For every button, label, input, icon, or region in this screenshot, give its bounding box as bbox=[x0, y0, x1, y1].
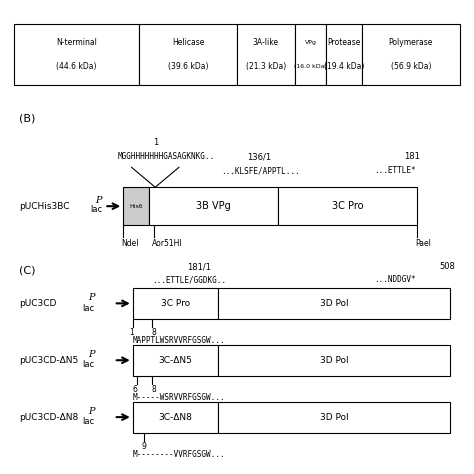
Text: N-terminal: N-terminal bbox=[56, 38, 97, 47]
Text: P: P bbox=[88, 407, 95, 416]
Text: 3D Pol: 3D Pol bbox=[320, 413, 349, 421]
Text: lac: lac bbox=[82, 361, 95, 369]
Text: PaeI: PaeI bbox=[415, 239, 430, 248]
FancyBboxPatch shape bbox=[219, 345, 450, 375]
Text: 3D Pol: 3D Pol bbox=[320, 356, 349, 365]
Text: 8: 8 bbox=[152, 328, 156, 337]
Text: 3B VPg: 3B VPg bbox=[196, 201, 231, 211]
Text: (44.6 kDa): (44.6 kDa) bbox=[56, 62, 97, 71]
Text: Aor51HI: Aor51HI bbox=[152, 239, 182, 248]
Text: pUC3CD-ΔN8: pUC3CD-ΔN8 bbox=[19, 413, 78, 421]
Text: 508: 508 bbox=[439, 263, 455, 271]
FancyBboxPatch shape bbox=[295, 24, 326, 85]
Text: 181/1: 181/1 bbox=[188, 263, 211, 271]
FancyBboxPatch shape bbox=[133, 345, 219, 375]
Text: 3C Pro: 3C Pro bbox=[332, 201, 363, 211]
Text: 136/1: 136/1 bbox=[247, 152, 271, 161]
Text: Protease: Protease bbox=[327, 38, 361, 47]
Text: pUC3CD-ΔN5: pUC3CD-ΔN5 bbox=[19, 356, 78, 365]
Text: (B): (B) bbox=[19, 114, 36, 124]
Text: MGGHHHHHHHGASAGKNKG..: MGGHHHHHHHGASAGKNKG.. bbox=[118, 152, 214, 161]
FancyBboxPatch shape bbox=[326, 24, 362, 85]
Text: M--------VVRFGSGW...: M--------VVRFGSGW... bbox=[133, 449, 225, 458]
FancyBboxPatch shape bbox=[123, 187, 149, 225]
FancyBboxPatch shape bbox=[219, 402, 450, 432]
FancyBboxPatch shape bbox=[237, 24, 295, 85]
Text: 9: 9 bbox=[141, 442, 146, 451]
FancyBboxPatch shape bbox=[149, 187, 278, 225]
Text: 6: 6 bbox=[132, 385, 137, 394]
FancyBboxPatch shape bbox=[219, 288, 450, 319]
Text: P: P bbox=[88, 293, 95, 302]
Text: ...ETTLE/GGDKG..: ...ETTLE/GGDKG.. bbox=[152, 275, 226, 284]
FancyBboxPatch shape bbox=[133, 288, 219, 319]
Text: 181: 181 bbox=[404, 152, 420, 161]
Text: Helicase: Helicase bbox=[172, 38, 204, 47]
Text: P: P bbox=[88, 350, 95, 359]
Text: pUCHis3BC: pUCHis3BC bbox=[19, 202, 70, 210]
Text: NdeI: NdeI bbox=[121, 239, 138, 248]
Text: pUC3CD: pUC3CD bbox=[19, 299, 56, 308]
FancyBboxPatch shape bbox=[362, 24, 460, 85]
Text: lac: lac bbox=[90, 206, 102, 214]
Text: Polymerase: Polymerase bbox=[389, 38, 433, 47]
FancyBboxPatch shape bbox=[278, 187, 417, 225]
Text: (56.9 kDa): (56.9 kDa) bbox=[391, 62, 431, 71]
Text: 1: 1 bbox=[129, 328, 134, 337]
Text: 3D Pol: 3D Pol bbox=[320, 299, 349, 308]
Text: P: P bbox=[95, 196, 102, 205]
Text: 1: 1 bbox=[153, 138, 158, 147]
Text: MAPPTLWSRVVRFGSGW...: MAPPTLWSRVVRFGSGW... bbox=[133, 336, 225, 345]
Text: 8: 8 bbox=[152, 385, 156, 394]
Text: lac: lac bbox=[82, 418, 95, 426]
Text: M-----WSRVVRFGSGW...: M-----WSRVVRFGSGW... bbox=[133, 392, 225, 401]
Text: ...KLSFE/APPTL...: ...KLSFE/APPTL... bbox=[221, 166, 300, 175]
Text: lac: lac bbox=[82, 304, 95, 312]
Text: 3C-ΔN5: 3C-ΔN5 bbox=[159, 356, 192, 365]
Text: (19.4 kDa): (19.4 kDa) bbox=[324, 62, 364, 71]
Text: (21.3 kDa): (21.3 kDa) bbox=[246, 62, 286, 71]
Text: 3A-like: 3A-like bbox=[253, 38, 279, 47]
FancyBboxPatch shape bbox=[14, 24, 139, 85]
Text: (16.0 kDa): (16.0 kDa) bbox=[294, 64, 327, 69]
Text: VPg: VPg bbox=[305, 40, 317, 45]
Text: His6: His6 bbox=[129, 204, 143, 209]
Text: ...ETTLE*: ...ETTLE* bbox=[374, 166, 416, 175]
Text: 3C Pro: 3C Pro bbox=[161, 299, 190, 308]
FancyBboxPatch shape bbox=[133, 402, 219, 432]
FancyBboxPatch shape bbox=[139, 24, 237, 85]
Text: 3C-ΔN8: 3C-ΔN8 bbox=[159, 413, 192, 421]
Text: ...NDDGV*: ...NDDGV* bbox=[374, 275, 416, 284]
Text: (39.6 kDa): (39.6 kDa) bbox=[168, 62, 208, 71]
Text: (C): (C) bbox=[19, 265, 36, 275]
